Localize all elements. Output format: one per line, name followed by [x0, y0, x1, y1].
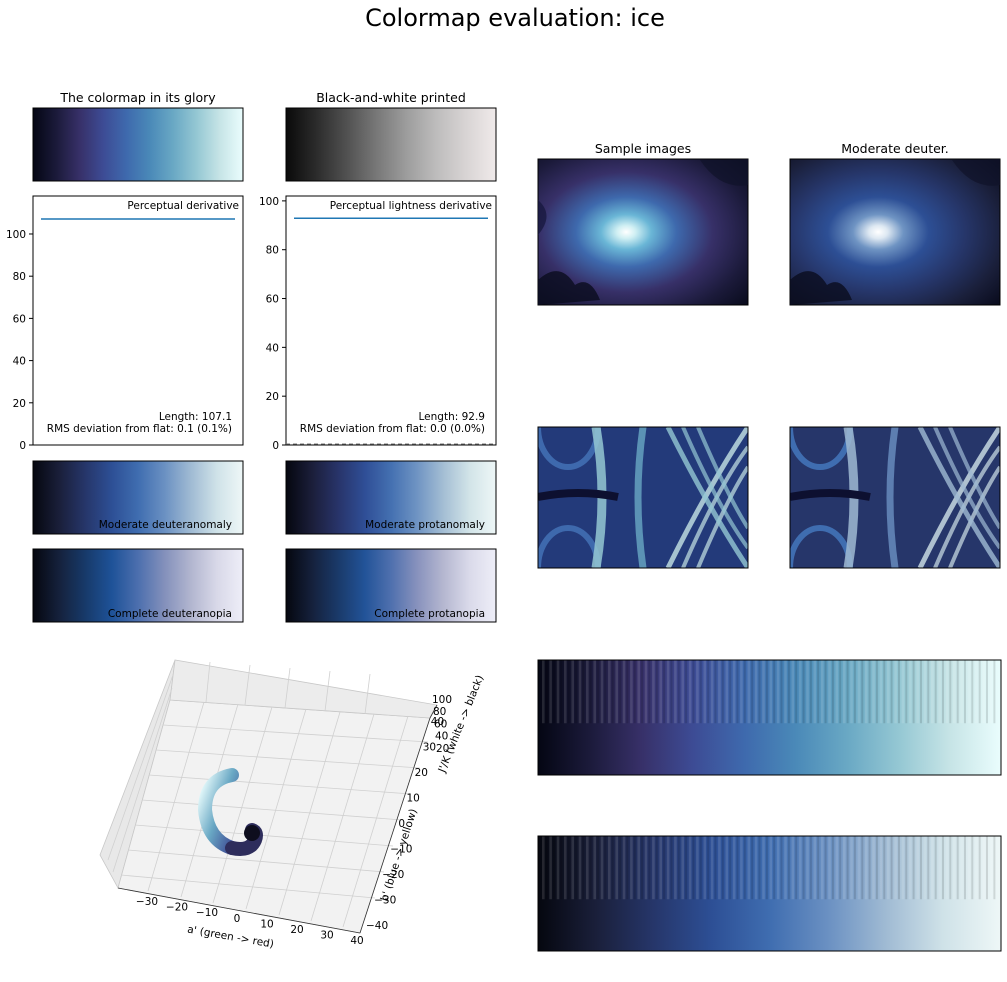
- deuteranomaly-label: Moderate deuteranomaly: [99, 519, 232, 531]
- chart0-frame: [32, 195, 244, 446]
- chart1-ytick-label: 100: [259, 196, 279, 208]
- figure-title: Colormap evaluation: ice: [365, 4, 665, 32]
- y3d-tick-label: −20: [382, 869, 404, 881]
- y3d-tick-label: −30: [374, 895, 396, 907]
- perceptual-lightness-derivative-chart: 0 20 40 60 80 100 Perceptual lightness deriva…: [259, 195, 497, 452]
- sample-image-starburst: [537, 158, 749, 306]
- z3d-tick-label: 60: [434, 718, 447, 730]
- chart0-ytick-label: 80: [13, 271, 26, 283]
- glory-title: The colormap in its glory: [59, 90, 216, 105]
- protanopia-bar: [285, 548, 497, 623]
- y3d-tick-label: 30: [423, 742, 436, 754]
- deuteranomaly-bar: [32, 460, 244, 535]
- colormap-bw-bar: [285, 107, 497, 182]
- protanomaly-bar: [285, 460, 497, 535]
- y3d-tick-label: −10: [390, 844, 412, 856]
- chart1-ytick-label: 0: [272, 440, 279, 452]
- colormap-glory-bar: [32, 107, 244, 182]
- y3d-tick-label: −40: [366, 920, 388, 932]
- sample-image-starburst-deuter: [789, 158, 1001, 306]
- protanomaly-label: Moderate protanomaly: [365, 519, 485, 531]
- deuteranopia-bar: [32, 548, 244, 623]
- deuteranopia-label: Complete deuteranopia: [108, 608, 232, 620]
- chart0-annotation-length: Length: 107.1: [159, 411, 232, 423]
- colormap-tube-end: [244, 825, 260, 841]
- sample-image-interference: [537, 426, 749, 569]
- moderate-deuter-title: Moderate deuter.: [841, 141, 949, 156]
- x3d-tick-label: 40: [350, 935, 363, 947]
- z3d-tick-label: 80: [433, 706, 446, 718]
- x3d-tick-label: −20: [166, 902, 188, 914]
- chart0-ytick-label: 0: [19, 440, 26, 452]
- chart0-ytick-label: 20: [13, 398, 26, 410]
- x3d-tick-label: 0: [234, 913, 241, 925]
- sample-image-gradient-stripes-deuter: [537, 835, 1002, 952]
- z3d-tick-label: 40: [435, 731, 448, 743]
- x3d-tick-label: −30: [136, 896, 158, 908]
- sample-image-interference-deuter: [789, 426, 1001, 569]
- sample-image-gradient-stripes: [537, 659, 1002, 776]
- x3d-tick-label: 30: [320, 930, 333, 942]
- x3d-tick-label: −10: [196, 907, 218, 919]
- y3d-tick-label: 20: [415, 767, 428, 779]
- x3d-tick-label: 20: [290, 924, 303, 936]
- chart0-ytick-label: 40: [13, 356, 26, 368]
- chart1-annotation-rms: RMS deviation from flat: 0.0 (0.0%): [300, 423, 485, 435]
- protanopia-label: Complete protanopia: [374, 608, 485, 620]
- y3d-tick-label: 10: [407, 793, 420, 805]
- chart1-ytick-label: 40: [266, 342, 279, 354]
- chart1-ytick-label: 60: [266, 294, 279, 306]
- x3d-tick-label: 10: [260, 918, 273, 930]
- chart0-ytick-label: 60: [13, 313, 26, 325]
- y3d-tick-label: 40: [431, 716, 444, 728]
- chart1-legend: Perceptual lightness derivative: [330, 200, 492, 212]
- z3d-tick-label: 100: [432, 694, 452, 706]
- chart1-annotation-length: Length: 92.9: [419, 411, 485, 423]
- sample-images-title: Sample images: [595, 141, 691, 156]
- perceptual-derivative-chart: 0 20 40 60 80 100 Perceptual derivative Lengt…: [6, 195, 244, 452]
- z3d-tick-label: 20: [436, 743, 449, 755]
- colormap-tube-light: [197, 768, 239, 855]
- chart1-ytick-label: 80: [266, 245, 279, 257]
- chart1-ytick-label: 20: [266, 391, 279, 403]
- bw-title: Black-and-white printed: [316, 90, 466, 105]
- chart1-frame: [285, 195, 497, 446]
- y3d-tick-label: 0: [398, 818, 405, 830]
- colorspace-3d-plot: −30 −20 −10 0 10 20 30 40 −40−30−20−10010203040…: [99, 659, 486, 951]
- chart0-annotation-rms: RMS deviation from flat: 0.1 (0.1%): [47, 423, 232, 435]
- chart0-legend: Perceptual derivative: [127, 200, 239, 212]
- chart0-ytick-label: 100: [6, 229, 26, 241]
